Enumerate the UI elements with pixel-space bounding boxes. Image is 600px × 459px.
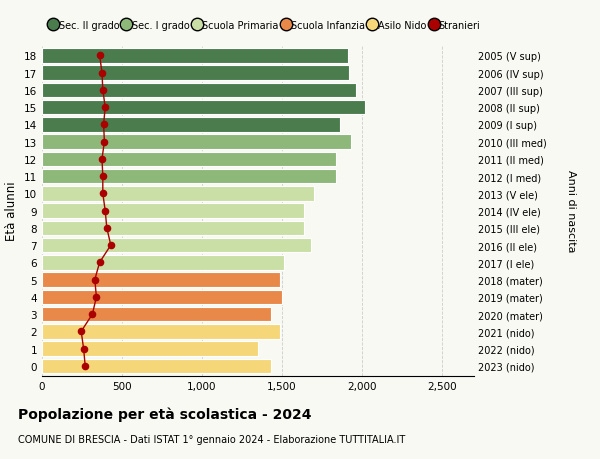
Bar — [42, 66, 349, 81]
Point — [102, 225, 112, 232]
Bar — [42, 49, 347, 63]
Point — [98, 173, 107, 180]
Bar — [42, 273, 280, 287]
Point — [100, 207, 110, 215]
Bar — [42, 221, 304, 235]
Bar — [42, 84, 356, 98]
Y-axis label: Anni di nascita: Anni di nascita — [566, 170, 577, 252]
Bar — [42, 152, 337, 167]
Bar — [42, 135, 351, 150]
Point — [98, 87, 107, 95]
Bar — [42, 325, 280, 339]
Point — [95, 52, 104, 60]
Text: COMUNE DI BRESCIA - Dati ISTAT 1° gennaio 2024 - Elaborazione TUTTITALIA.IT: COMUNE DI BRESCIA - Dati ISTAT 1° gennai… — [18, 434, 405, 444]
Point — [79, 345, 88, 353]
Point — [97, 70, 107, 77]
Y-axis label: Età alunni: Età alunni — [5, 181, 19, 241]
Point — [100, 104, 110, 112]
Text: Popolazione per età scolastica - 2024: Popolazione per età scolastica - 2024 — [18, 406, 311, 421]
Bar — [42, 307, 271, 322]
Point — [99, 121, 109, 129]
Legend: Sec. II grado, Sec. I grado, Scuola Primaria, Scuola Infanzia, Asilo Nido, Stran: Sec. II grado, Sec. I grado, Scuola Prim… — [47, 17, 484, 34]
Point — [88, 311, 97, 318]
Bar — [42, 187, 314, 201]
Bar — [42, 359, 271, 373]
Point — [76, 328, 86, 335]
Bar — [42, 238, 311, 253]
Bar — [42, 290, 282, 304]
Bar — [42, 204, 304, 218]
Point — [92, 294, 101, 301]
Point — [90, 276, 100, 284]
Bar — [42, 118, 340, 132]
Point — [80, 363, 90, 370]
Bar — [42, 169, 337, 184]
Point — [106, 242, 116, 249]
Point — [100, 139, 109, 146]
Bar — [42, 256, 284, 270]
Point — [98, 190, 107, 197]
Bar — [42, 101, 365, 115]
Point — [95, 259, 104, 266]
Bar — [42, 341, 258, 356]
Point — [97, 156, 107, 163]
